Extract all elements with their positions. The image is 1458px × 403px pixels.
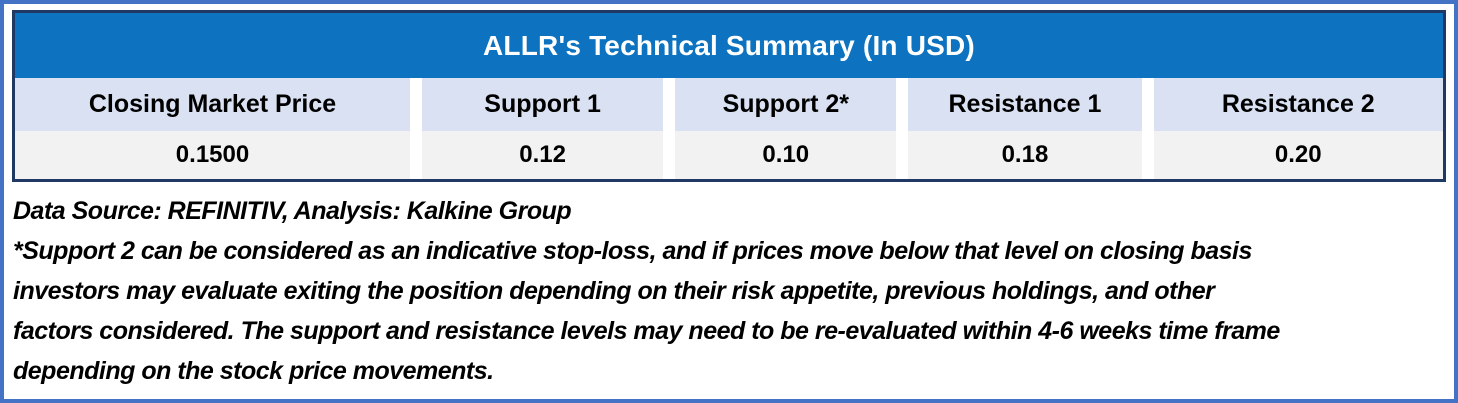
data-source-line: Data Source: REFINITIV, Analysis: Kalkin… (13, 197, 572, 225)
disclaimer-line: *Support 2 can be considered as an indic… (13, 237, 1252, 265)
column-support-2: Support 2* 0.10 (675, 78, 897, 179)
column-closing-market-price: Closing Market Price 0.1500 (15, 78, 410, 179)
column-header: Resistance 1 (908, 78, 1142, 131)
column-header: Closing Market Price (15, 78, 410, 131)
table-title: ALLR's Technical Summary (In USD) (483, 29, 975, 61)
disclaimer-line: investors may evaluate exiting the posit… (13, 277, 1215, 305)
column-resistance-1: Resistance 1 0.18 (908, 78, 1142, 179)
column-value: 0.12 (422, 131, 664, 179)
column-header: Resistance 2 (1153, 78, 1443, 131)
technical-summary-table: ALLR's Technical Summary (In USD) Closin… (12, 10, 1446, 182)
table-title-band: ALLR's Technical Summary (In USD) (15, 13, 1443, 78)
footnotes-block: Data Source: REFINITIV, Analysis: Kalkin… (13, 191, 1443, 391)
table-columns-row: Closing Market Price 0.1500 Support 1 0.… (15, 78, 1443, 179)
column-header: Support 1 (422, 78, 664, 131)
column-support-1: Support 1 0.12 (422, 78, 664, 179)
column-resistance-2: Resistance 2 0.20 (1153, 78, 1443, 179)
column-value: 0.20 (1153, 131, 1443, 179)
column-value: 0.10 (675, 131, 897, 179)
column-header: Support 2* (675, 78, 897, 131)
column-value: 0.1500 (15, 131, 410, 179)
disclaimer-line: factors considered. The support and resi… (13, 317, 1280, 345)
disclaimer-line: depending on the stock price movements. (13, 357, 494, 385)
column-value: 0.18 (908, 131, 1142, 179)
